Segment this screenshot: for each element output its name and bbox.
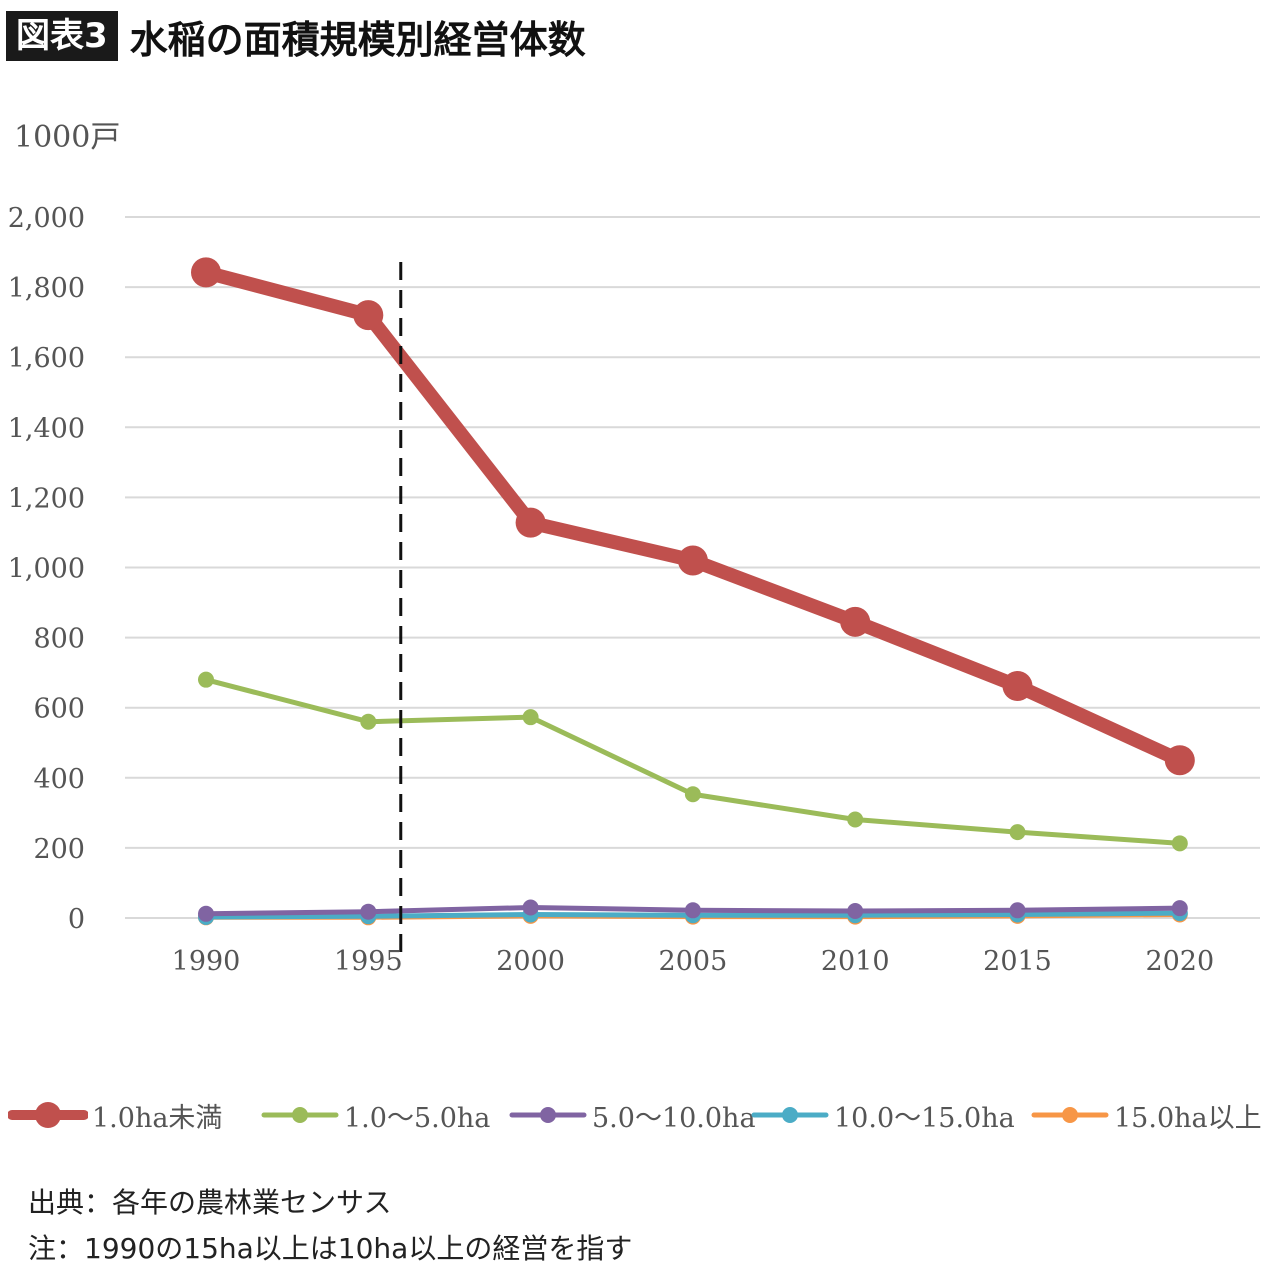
y-tick-label: 1,200 bbox=[8, 483, 85, 514]
chart-title: 水稲の面積規模別経営体数 bbox=[129, 17, 586, 62]
legend-label: 10.0～15.0ha bbox=[834, 1102, 1015, 1134]
chart-notes: 出典：各年の農林業センサス 注：1990の15ha以上は10ha以上の経営を指す bbox=[28, 1180, 632, 1272]
data-point bbox=[1009, 824, 1026, 841]
legend-item: 1.0～5.0ha bbox=[260, 1090, 490, 1140]
line-chart: 0 200 400 600 800 1,000 1,200 1,400 1,600 1,800 2,… bbox=[8, 203, 1260, 977]
legend-label: 5.0～10.0ha bbox=[592, 1102, 756, 1134]
data-point bbox=[1164, 745, 1195, 776]
y-tick-label: 2,000 bbox=[8, 203, 85, 234]
y-tick-label: 800 bbox=[33, 624, 85, 655]
data-point bbox=[1171, 900, 1188, 917]
x-tick-label: 2015 bbox=[983, 946, 1052, 977]
series-line bbox=[203, 677, 1183, 846]
source-note: 出典：各年の農林業センサス bbox=[28, 1186, 392, 1219]
x-tick-label: 2010 bbox=[821, 946, 890, 977]
legend-item: 10.0～15.0ha bbox=[750, 1090, 1015, 1140]
y-unit-label: 1000戸 bbox=[14, 120, 121, 155]
figure-header: 図表3 水稲の面積規模別経営体数 bbox=[6, 10, 586, 62]
data-point bbox=[360, 903, 377, 920]
x-tick-label: 2000 bbox=[496, 946, 565, 977]
y-tick-label: 200 bbox=[33, 834, 85, 865]
x-tick-label: 2005 bbox=[659, 946, 728, 977]
y-tick-label: 1,600 bbox=[8, 343, 85, 374]
legend-swatch-icon bbox=[261, 1107, 339, 1123]
y-tick-label: 0 bbox=[68, 904, 85, 935]
y-tick-label: 1,800 bbox=[8, 273, 85, 304]
data-point bbox=[353, 300, 384, 331]
data-point bbox=[847, 811, 864, 828]
legend-swatch-icon bbox=[509, 1107, 587, 1123]
data-point bbox=[847, 902, 864, 919]
x-tick-label: 1990 bbox=[172, 946, 241, 977]
legend-swatch-icon bbox=[1031, 1107, 1109, 1123]
data-point bbox=[191, 257, 221, 288]
legend-swatch-icon bbox=[751, 1107, 829, 1123]
y-tick-label: 600 bbox=[33, 694, 85, 725]
data-point bbox=[360, 713, 377, 730]
data-point bbox=[198, 671, 214, 688]
data-point bbox=[684, 902, 701, 919]
data-point bbox=[684, 786, 701, 803]
legend-item: 5.0～10.0ha bbox=[508, 1090, 756, 1140]
data-point bbox=[198, 905, 214, 922]
y-tick-label: 1,000 bbox=[8, 554, 85, 585]
legend-item: 15.0ha以上 bbox=[1030, 1090, 1262, 1140]
data-point bbox=[1009, 902, 1026, 919]
legend-label: 15.0ha以上 bbox=[1114, 1102, 1262, 1134]
legend-label: 1.0～5.0ha bbox=[344, 1102, 491, 1134]
legend-item: 1.0ha未満 bbox=[8, 1090, 222, 1140]
data-point bbox=[522, 899, 539, 916]
data-point bbox=[522, 709, 539, 726]
figure-badge: 図表3 bbox=[6, 11, 118, 61]
x-tick-label: 2020 bbox=[1145, 946, 1214, 977]
data-point bbox=[840, 606, 871, 637]
data-point bbox=[1002, 670, 1033, 701]
series-line bbox=[199, 265, 1187, 768]
y-tick-label: 400 bbox=[33, 764, 85, 795]
legend-label: 1.0ha未満 bbox=[92, 1102, 223, 1134]
chart-legend: 1.0ha未満 1.0～5.0ha 5.0～10.0ha 10.0～15.0ha 15.… bbox=[8, 1090, 1280, 1140]
data-point bbox=[515, 507, 546, 538]
data-point bbox=[677, 545, 708, 576]
legend-swatch-icon bbox=[8, 1102, 88, 1128]
data-point bbox=[1171, 835, 1188, 852]
footnote: 注：1990の15ha以上は10ha以上の経営を指す bbox=[28, 1232, 633, 1265]
y-tick-label: 1,400 bbox=[8, 413, 85, 444]
x-tick-label: 1995 bbox=[334, 946, 403, 977]
